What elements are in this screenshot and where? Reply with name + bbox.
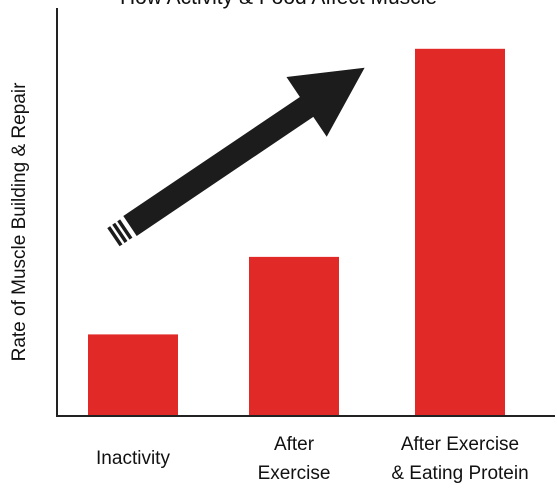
- x-tick-label-1: Inactivity: [58, 444, 208, 473]
- bar-3: [415, 48, 505, 417]
- arrow-tail-stripe-1: [117, 219, 133, 240]
- bar-1: [88, 334, 178, 416]
- x-tick-label-2-line-1: After: [273, 434, 315, 455]
- x-tick-label-3-line-1: After Exercise: [400, 434, 520, 455]
- x-tick-label-1-line-1: Inactivity: [96, 448, 170, 469]
- x-tick-label-2: After Exercise: [219, 430, 369, 488]
- x-tick-label-3-line-2: & Eating Protein: [391, 463, 529, 484]
- bar-2: [249, 256, 339, 416]
- x-tick-label-3: After Exercise & Eating Protein: [350, 430, 557, 488]
- arrow-body: [123, 67, 365, 236]
- upward-trend-arrow: [107, 67, 365, 247]
- arrow-tail-stripe-2: [112, 222, 128, 243]
- chart-title: How Activity & Food Affect Muscle: [0, 0, 557, 12]
- x-tick-label-2-line-2: Exercise: [257, 463, 331, 484]
- arrow-tail-stripe-3: [107, 226, 123, 247]
